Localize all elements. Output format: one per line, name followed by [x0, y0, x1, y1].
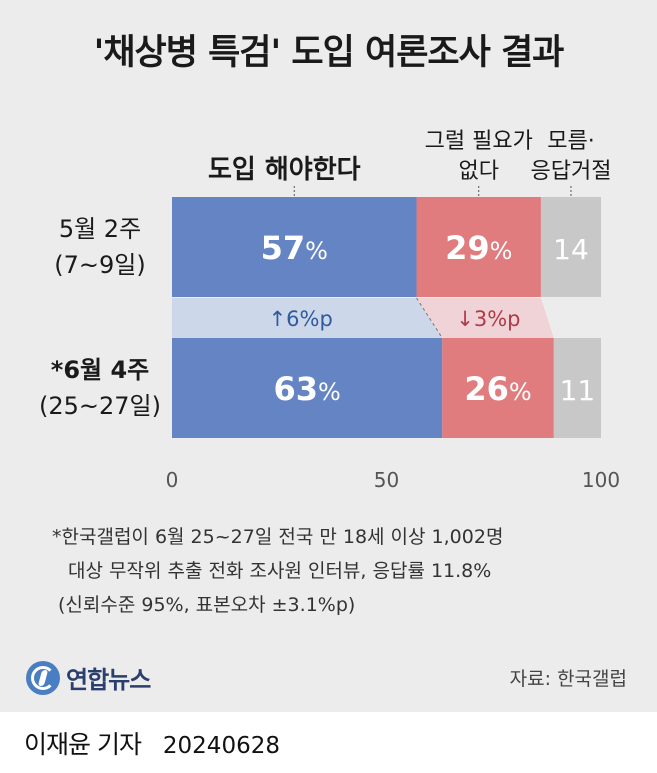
chart-title: '채상병 특검' 도입 여론조사 결과: [93, 33, 565, 73]
bar-segment: [442, 338, 554, 438]
publish-date: 20240628: [162, 733, 280, 759]
data-label: 29%: [445, 229, 512, 267]
bar-segment: [416, 197, 541, 297]
bar-segment: [540, 197, 601, 297]
source-credit: 자료: 한국갤럽: [509, 668, 627, 690]
x-tick-label: 50: [374, 468, 399, 492]
data-label: 11: [560, 374, 596, 407]
footnote: *한국갤럽이 6월 25~27일 전국 만 18세 이상 1,002명 대상 무…: [52, 520, 632, 622]
yonhap-logo: 연합뉴스: [26, 660, 151, 695]
bar-segment: [172, 197, 417, 297]
legend-label: 응답거절: [530, 159, 611, 184]
logo-text: 연합뉴스: [66, 666, 151, 694]
category-label: *6월 4주: [51, 356, 149, 384]
category-label: (25~27일): [39, 392, 161, 420]
data-label: 14: [553, 233, 589, 266]
category-label: (7~9일): [54, 251, 145, 279]
footnote-line: (신뢰수준 95%, 표본오차 ±3.1%p): [58, 594, 356, 616]
byline: 이재윤 기자 20240628: [24, 725, 280, 761]
reporter-name: 이재윤 기자: [24, 730, 142, 759]
x-tick-label: 0: [166, 468, 179, 492]
change-band: [172, 298, 443, 338]
change-band-divider: [416, 297, 443, 339]
x-tick-label: 100: [582, 468, 620, 492]
change-label: ↑6%p: [269, 307, 333, 331]
footnote-line: 대상 무작위 추출 전화 조사원 인터뷰, 응답률 11.8%: [68, 560, 492, 582]
footnote-line: *한국갤럽이 6월 25~27일 전국 만 18세 이상 1,002명: [52, 526, 504, 548]
legend-label: 없다: [458, 159, 498, 184]
data-label: 63%: [273, 370, 340, 408]
bar-segment: [553, 338, 601, 438]
change-band: [416, 298, 554, 338]
legend-label: 모름·: [547, 129, 594, 154]
data-label: 57%: [261, 229, 328, 267]
bar-segment: [172, 338, 443, 438]
change-label: ↓3%p: [456, 307, 520, 331]
yonhap-logo-icon: [26, 660, 60, 695]
legend-label: 도입 해야한다: [208, 155, 361, 185]
data-label: 26%: [464, 370, 531, 408]
category-label: 5월 2주: [59, 215, 141, 243]
legend-label: 그럴 필요가: [425, 129, 533, 154]
